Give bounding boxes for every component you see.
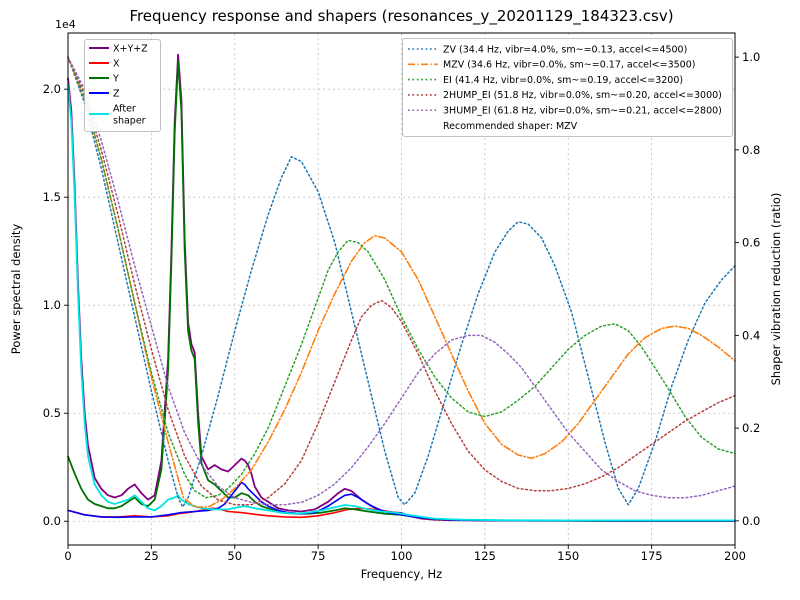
y-right-tick-label: 1.0 <box>742 50 760 64</box>
legend-shaper-label: 2HUMP_EI (51.8 Hz, vibr=0.0%, sm~=0.20, … <box>443 90 722 101</box>
x-tick-label: 175 <box>641 549 663 563</box>
series-y-line <box>67 60 736 522</box>
y-axis-offset-label: 1e4 <box>55 18 76 31</box>
series-after-shaper-line <box>67 83 736 522</box>
series-mzv-line <box>67 56 736 508</box>
y-right-tick-label: 0.0 <box>742 514 760 528</box>
y-left-tick-label: 1.5 <box>43 190 61 204</box>
x-tick-label: 0 <box>64 549 71 563</box>
legend-shaper-label: EI (41.4 Hz, vibr=0.0%, sm~=0.19, accel<… <box>443 75 683 86</box>
y-left-tick-label: 1.0 <box>43 298 61 312</box>
series-zv-line <box>67 56 736 508</box>
y-right-tick-label: 0.2 <box>742 421 760 435</box>
series-3hump-ei-line <box>67 56 736 506</box>
series-z-line <box>67 481 736 522</box>
y-left-tick-label: 0.0 <box>43 514 61 528</box>
x-tick-label: 100 <box>391 549 413 563</box>
legend-shapers-box <box>402 38 733 137</box>
legend-psd-label: X <box>113 59 120 70</box>
series-ei-line <box>67 56 736 499</box>
x-axis-label: Frequency, Hz <box>361 567 442 581</box>
legend-shaper-label: ZV (34.4 Hz, vibr=4.0%, sm~=0.13, accel<… <box>443 44 687 55</box>
legend-psd-label: X+Y+Z <box>113 44 148 55</box>
series-2hump-ei-line <box>67 56 736 506</box>
x-tick-label: 125 <box>474 549 496 563</box>
y-left-axis-label: Power spectral density <box>9 224 23 355</box>
y-right-tick-label: 0.8 <box>742 143 760 157</box>
x-tick-label: 200 <box>724 549 746 563</box>
legend-recommended-note: Recommended shaper: MZV <box>443 121 578 132</box>
legend-psd-label: Z <box>113 89 120 100</box>
legend-shaper-label: MZV (34.6 Hz, vibr=0.0%, sm~=0.17, accel… <box>443 60 695 71</box>
x-tick-label: 50 <box>227 549 242 563</box>
x-tick-label: 150 <box>557 549 579 563</box>
chart-title: Frequency response and shapers (resonanc… <box>129 7 673 26</box>
x-tick-label: 25 <box>144 549 159 563</box>
legend-psd-label: After <box>113 104 136 115</box>
legend-psd-label: Y <box>112 74 119 85</box>
legend-psd-label: shaper <box>113 116 146 127</box>
y-left-tick-label: 2.0 <box>43 82 61 96</box>
y-right-tick-label: 0.4 <box>742 328 760 342</box>
legend-shaper-label: 3HUMP_EI (61.8 Hz, vibr=0.0%, sm~=0.21, … <box>443 106 722 117</box>
y-right-axis-label: Shaper vibration reduction (ratio) <box>769 193 783 386</box>
x-tick-label: 75 <box>311 549 326 563</box>
y-right-tick-label: 0.6 <box>742 236 760 250</box>
y-left-tick-label: 0.5 <box>43 406 61 420</box>
